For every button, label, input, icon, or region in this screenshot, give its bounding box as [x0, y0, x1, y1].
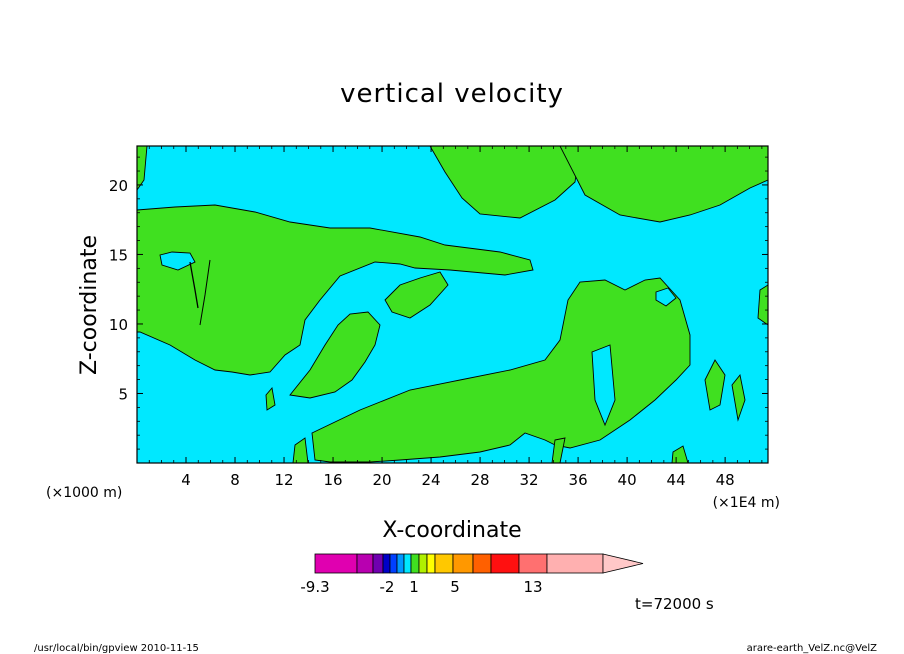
colorbar-segment: [490, 553, 520, 574]
colorbar-segment: [426, 553, 436, 574]
x-tick-label: 8: [230, 471, 240, 489]
contour-line: [189, 261, 199, 309]
x-tick-label: 48: [716, 471, 735, 489]
x-tick-label: 32: [520, 471, 539, 489]
chart-title: vertical velocity: [340, 79, 564, 109]
plot-area: [136, 145, 769, 464]
negative-pocket: [591, 344, 616, 427]
colorbar-label: 5: [450, 578, 460, 596]
positive-region: [137, 204, 534, 376]
colorbar-segment: [472, 553, 492, 574]
x-tick-label: 28: [471, 471, 490, 489]
positive-region: [311, 277, 691, 463]
colorbar: [314, 553, 644, 574]
x-tick-label: 40: [618, 471, 637, 489]
positive-region: [384, 271, 449, 319]
colorbar-segment: [434, 553, 454, 574]
x-tick-label: 12: [274, 471, 293, 489]
y-tick-label: 5: [118, 385, 128, 403]
positive-region: [289, 311, 381, 399]
negative-pocket: [159, 251, 196, 271]
x-tick-label: 36: [569, 471, 588, 489]
positive-region: [559, 146, 768, 223]
colorbar-segment: [546, 553, 604, 574]
x-axis: 4 8 12 16 20 24 28 32 36 40 44 48: [148, 146, 763, 489]
footer-left: /usr/local/bin/gpview 2010-11-15: [34, 643, 199, 654]
positive-region: [731, 373, 746, 422]
positive-velocity-regions: [137, 146, 768, 463]
y-tick-label: 10: [109, 316, 128, 334]
positive-region: [292, 437, 309, 463]
time-label: t=72000 s: [635, 595, 714, 613]
colorbar-segment: [396, 553, 405, 574]
positive-region: [265, 386, 276, 411]
positive-region: [704, 359, 726, 411]
footer-right: arare-earth_VelZ.nc@VelZ: [747, 643, 878, 654]
colorbar-segment: [410, 553, 420, 574]
contour-line: [199, 259, 211, 326]
x-tick-label: 16: [323, 471, 342, 489]
colorbar-label: 1: [409, 578, 419, 596]
colorbar-label: -9.3: [300, 578, 329, 596]
negative-pocket: [655, 287, 677, 307]
colorbar-segment: [356, 553, 374, 574]
positive-region: [757, 284, 768, 326]
colorbar-segment: [418, 553, 428, 574]
y-tick-label: 15: [109, 246, 128, 264]
y-axis-unit: (×1000 m): [46, 485, 122, 501]
x-tick-label: 20: [373, 471, 392, 489]
colorbar-segment: [518, 553, 548, 574]
colorbar-segment: [389, 553, 398, 574]
y-tick-label: 20: [109, 177, 128, 195]
colorbar-segment: [314, 553, 358, 574]
x-axis-label: X-coordinate: [382, 518, 521, 543]
colorbar-segment: [372, 553, 384, 574]
colorbar-label: -2: [380, 578, 395, 596]
x-tick-label: 44: [667, 471, 686, 489]
colorbar-arrow: [602, 553, 644, 574]
colorbar-segment: [403, 553, 412, 574]
plot-frame: [136, 145, 769, 464]
x-tick-label: 4: [181, 471, 191, 489]
y-axis-label: Z-coordinate: [77, 235, 102, 375]
positive-region: [551, 437, 566, 463]
colorbar-labels: -9.3 -2 1 5 13: [300, 578, 542, 596]
colorbar-segment: [452, 553, 474, 574]
colorbar-label: 13: [523, 578, 542, 596]
x-axis-unit: (×1E4 m): [713, 495, 780, 511]
y-axis: 5 10 15 20: [109, 156, 768, 450]
x-tick-label: 24: [422, 471, 441, 489]
colorbar-segment: [382, 553, 391, 574]
